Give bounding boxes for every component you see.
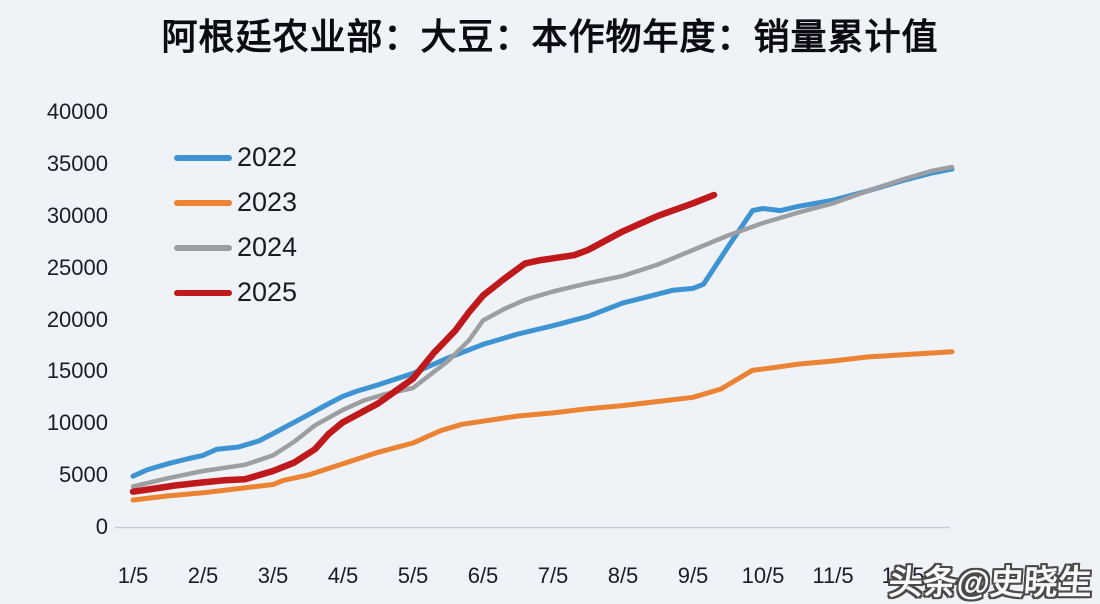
y-axis-tick-label: 25000 [46,254,108,280]
series-line-2023 [130,349,955,503]
x-axis-tick-label: 5/5 [397,563,429,588]
y-axis-tick-label: 35000 [46,150,108,176]
x-axis-tick-label: 12/5 [881,563,925,588]
x-axis-tick-label: 9/5 [677,563,709,588]
legend-item-2024: 2024 [174,232,297,263]
legend-label-2024: 2024 [237,232,298,262]
series-line-2024 [130,164,955,489]
x-axis-tick-label: 1/5 [117,563,149,588]
series-line-2025 [129,191,718,495]
y-axis-tick-label: 30000 [46,202,108,228]
legend-swatch-2024 [174,244,232,251]
legend-label-2023: 2023 [237,187,298,217]
legend: 2022 2023 2024 2025 [174,142,297,308]
x-axis-tick-label: 7/5 [537,563,569,588]
legend-item-2025: 2025 [174,277,297,308]
chart-title: 阿根廷农业部：大豆：本作物年度：销量累计值 [161,16,939,57]
y-axis-tick-label: 15000 [46,358,108,384]
y-axis-tick-label: 40000 [46,99,108,124]
x-axis-tick-label: 2/5 [187,563,219,588]
x-axis-tick-label: 11/5 [812,563,854,588]
x-axis-tick-label: 10/5 [741,563,785,588]
y-axis-tick-label: 10000 [46,410,108,436]
x-axis-tick-label: 4/5 [327,563,359,588]
legend-label-2025: 2025 [237,277,298,307]
y-axis-tick-label: 20000 [46,306,108,332]
legend-swatch-2023 [174,199,232,206]
legend-swatch-2025 [174,289,232,296]
legend-item-2022: 2022 [174,142,297,173]
x-axis-tick-label: 3/5 [257,563,289,588]
legend-label-2022: 2022 [237,142,298,172]
series-line-2022 [130,166,955,479]
x-axis-tick-label: 6/5 [467,563,499,588]
legend-item-2023: 2023 [174,187,297,218]
x-axis-tick-label: 8/5 [607,563,639,588]
watermark: 头条@史晓生 [887,564,1094,602]
legend-swatch-2022 [174,154,232,161]
y-axis-tick-label: 5000 [59,462,108,488]
y-axis-tick-label: 0 [95,514,108,539]
